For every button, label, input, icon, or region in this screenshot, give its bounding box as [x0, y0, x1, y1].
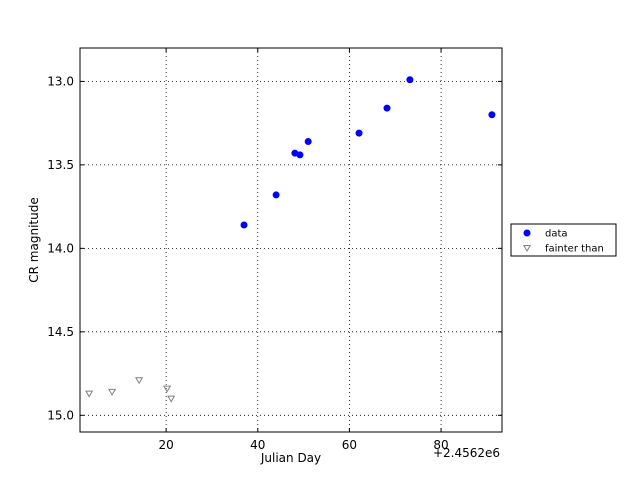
y-tick-label: 14.5: [47, 325, 74, 339]
legend-label: data: [545, 229, 568, 240]
data-point: [272, 191, 280, 199]
legend-box: [510, 223, 617, 257]
legend-marker: [522, 245, 532, 252]
data-point: [488, 111, 496, 119]
data-point: [355, 129, 363, 137]
y-tick-label: 14.0: [47, 241, 74, 255]
data-point: [240, 221, 248, 229]
y-tick-label: 13.5: [47, 158, 74, 172]
x-tick-label: 80: [433, 438, 448, 452]
data-point: [135, 377, 144, 385]
data-point: [304, 137, 312, 145]
x-tick-label: 60: [342, 438, 357, 452]
x-axis-label: Julian Day: [260, 451, 321, 465]
x-tick-label: 40: [250, 438, 265, 452]
x-tick-label: 20: [159, 438, 174, 452]
data-point: [162, 385, 172, 393]
plot-frame: [79, 47, 503, 433]
data-point: [167, 395, 176, 403]
legend-label: fainter than: [545, 244, 604, 255]
y-axis-label: CR magnitude: [27, 197, 41, 282]
y-tick-label: 13.0: [47, 74, 74, 88]
data-point: [383, 104, 391, 112]
x-offset-label: +2.4562e6: [433, 446, 500, 460]
data-point: [406, 76, 414, 84]
data-point: [108, 388, 117, 396]
legend-marker: [523, 229, 531, 237]
data-point: [296, 151, 304, 159]
y-tick-label: 15.0: [47, 408, 74, 422]
data-point: [85, 390, 94, 398]
